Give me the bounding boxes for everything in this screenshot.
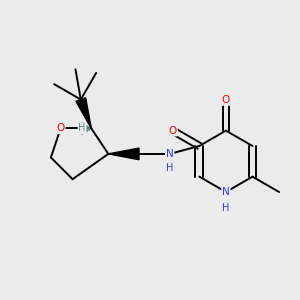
Text: N: N xyxy=(222,187,230,197)
Text: H: H xyxy=(166,163,173,173)
Text: N: N xyxy=(166,149,174,159)
Text: O: O xyxy=(222,95,230,105)
Text: H: H xyxy=(78,123,86,134)
Polygon shape xyxy=(76,98,91,128)
Text: O: O xyxy=(169,126,177,136)
Text: O: O xyxy=(56,123,65,134)
Polygon shape xyxy=(108,148,139,160)
Text: H: H xyxy=(222,202,230,212)
